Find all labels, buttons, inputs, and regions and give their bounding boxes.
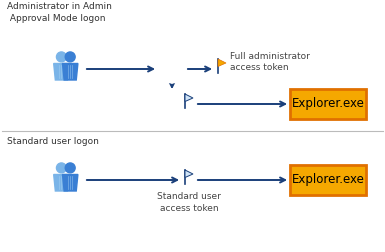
Circle shape bbox=[159, 56, 185, 82]
Polygon shape bbox=[218, 59, 226, 67]
Text: Explorer.exe: Explorer.exe bbox=[291, 98, 365, 110]
Polygon shape bbox=[54, 174, 69, 191]
FancyBboxPatch shape bbox=[290, 89, 366, 119]
Text: Administrator in Admin
 Approval Mode logon: Administrator in Admin Approval Mode log… bbox=[7, 2, 112, 23]
Polygon shape bbox=[185, 94, 193, 102]
Polygon shape bbox=[185, 170, 193, 177]
Text: Standard user
access token: Standard user access token bbox=[157, 192, 221, 213]
Text: Standard user logon: Standard user logon bbox=[7, 137, 99, 146]
Circle shape bbox=[65, 52, 75, 62]
Polygon shape bbox=[62, 64, 78, 80]
Text: Explorer.exe: Explorer.exe bbox=[291, 173, 365, 186]
Text: Full administrator
access token: Full administrator access token bbox=[230, 52, 310, 72]
Circle shape bbox=[65, 163, 75, 173]
Circle shape bbox=[57, 163, 66, 173]
Polygon shape bbox=[54, 64, 69, 80]
Circle shape bbox=[57, 52, 66, 62]
Polygon shape bbox=[62, 174, 78, 191]
FancyBboxPatch shape bbox=[290, 165, 366, 195]
